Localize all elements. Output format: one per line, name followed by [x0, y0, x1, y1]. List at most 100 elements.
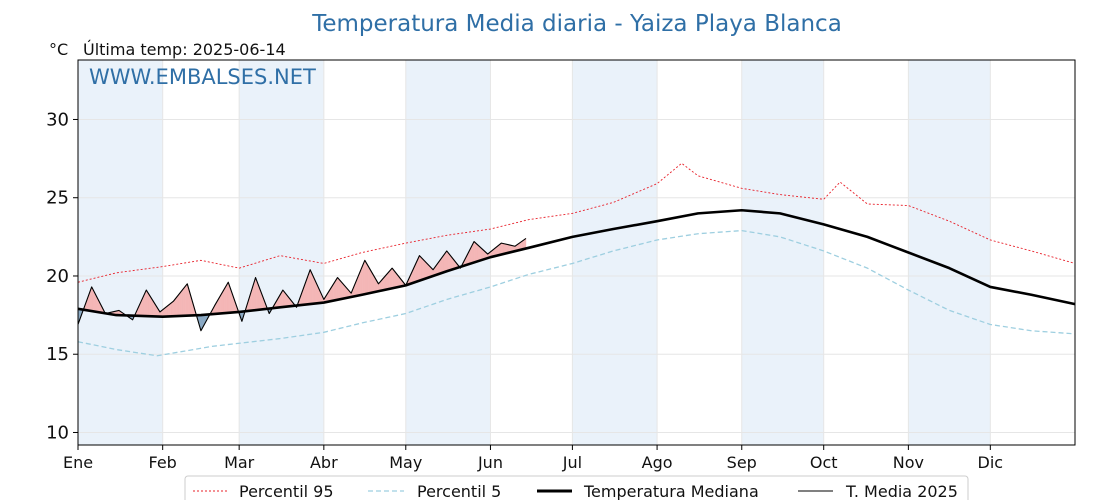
fill-above-median	[226, 281, 229, 314]
fill-above-median	[423, 259, 426, 280]
legend-label-median: Temperatura Mediana	[583, 482, 759, 500]
x-tick-label: May	[389, 453, 422, 472]
fill-above-median	[391, 267, 394, 289]
fill-above-median	[364, 259, 367, 295]
fill-above-median	[180, 290, 182, 317]
fill-above-median	[473, 241, 476, 263]
fill-above-median	[309, 269, 312, 305]
legend-box	[184, 475, 969, 500]
fill-above-median	[338, 278, 341, 300]
series-line-current	[77, 237, 527, 332]
fill-above-median	[341, 281, 344, 300]
fill-above-median	[390, 267, 393, 289]
fill-above-median	[445, 250, 447, 273]
fill-above-median	[282, 289, 285, 308]
fill-above-median	[221, 290, 223, 314]
x-tick-label: Oct	[810, 453, 838, 472]
y-tick-label: 20	[46, 266, 69, 287]
unit-label: °C	[49, 40, 68, 59]
x-tick-label: Mar	[224, 453, 255, 472]
fill-above-median	[477, 244, 480, 262]
fill-above-median	[181, 288, 184, 317]
x-tick-label: Jul	[562, 453, 582, 472]
legend-label-p5: Percentil 5	[417, 482, 501, 500]
fill-above-median	[499, 242, 502, 256]
plot-frame	[77, 59, 1076, 446]
fill-above-median	[421, 257, 424, 281]
fill-above-median	[365, 261, 368, 295]
fill-above-median	[447, 252, 450, 272]
legend: Percentil 95 Percentil 5 Temperatura Med…	[184, 475, 969, 500]
month-band	[572, 60, 658, 445]
y-tick-label: 10	[46, 422, 69, 443]
fill-above-median	[182, 286, 185, 317]
series-line-p5	[77, 229, 1076, 357]
series-line-p95	[77, 162, 1076, 283]
fill-above-median	[337, 277, 340, 301]
month-band	[78, 60, 163, 445]
chart-title: Temperatura Media diaria - Yaiza Playa B…	[311, 11, 842, 37]
x-tick-label: Sep	[727, 453, 757, 472]
fill-above-median	[185, 283, 188, 316]
month-band	[908, 60, 991, 445]
x-tick-label: Dic	[978, 453, 1004, 472]
fill-above-median	[167, 303, 170, 317]
fill-above-median	[335, 276, 338, 301]
fill-above-median	[393, 269, 396, 289]
fill-above-median	[371, 271, 374, 293]
fill-above-median	[389, 269, 391, 290]
y-axis: 10 15 20 25 30	[46, 109, 78, 443]
fill-above-median	[498, 243, 501, 256]
watermark: WWW.EMBALSES.NET	[89, 65, 316, 89]
y-tick-label: 15	[46, 344, 69, 365]
fill-above-median	[387, 270, 390, 290]
fill-above-median	[334, 279, 337, 301]
fill-above-median	[479, 246, 482, 261]
y-tick-label: 25	[46, 188, 69, 209]
fill-above-median	[174, 296, 177, 317]
x-tick-label: Ago	[642, 453, 673, 472]
fill-above-median	[178, 291, 181, 317]
fill-above-median	[342, 283, 345, 299]
fill-above-median	[449, 253, 452, 271]
fill-above-median	[173, 298, 176, 317]
fill-above-median	[367, 264, 370, 294]
fill-above-median	[443, 252, 446, 273]
fill-above-median	[170, 301, 173, 317]
fill-above-median	[501, 242, 503, 255]
fill-above-median	[222, 288, 225, 314]
last-temp-label: Última temp: 2025-06-14	[83, 40, 286, 59]
x-tick-label: Jun	[477, 453, 503, 472]
fill-above-median	[144, 289, 147, 317]
fill-above-median	[225, 283, 228, 314]
fill-above-median	[385, 273, 387, 291]
fill-above-median	[368, 266, 371, 294]
fill-above-median	[147, 291, 150, 317]
fill-above-median	[169, 302, 172, 317]
x-tick-label: Feb	[149, 453, 177, 472]
month-bands	[78, 60, 991, 445]
fill-above-median	[184, 284, 187, 316]
fill-above-median	[148, 293, 151, 317]
legend-label-p95: Percentil 95	[239, 482, 334, 500]
fill-above-median	[172, 300, 174, 317]
fill-above-median	[150, 295, 152, 317]
series-lines	[77, 162, 1076, 357]
fill-above-median	[176, 295, 178, 317]
fill-above-median	[312, 275, 315, 304]
fill-above-median	[255, 277, 258, 311]
fill-above-median	[426, 262, 428, 279]
fill-above-median	[442, 254, 445, 273]
x-tick-label: Nov	[893, 453, 924, 472]
fill-above-median	[91, 286, 94, 312]
x-tick-label: Abr	[310, 453, 338, 472]
fill-above-median	[394, 271, 397, 288]
fill-above-median	[311, 272, 314, 305]
fill-above-median	[386, 272, 389, 290]
fill-above-median	[420, 256, 423, 281]
legend-label-current: T. Media 2025	[845, 482, 958, 500]
fill-above-median	[476, 243, 479, 262]
month-band	[239, 60, 324, 445]
fill-above-median	[308, 269, 311, 305]
